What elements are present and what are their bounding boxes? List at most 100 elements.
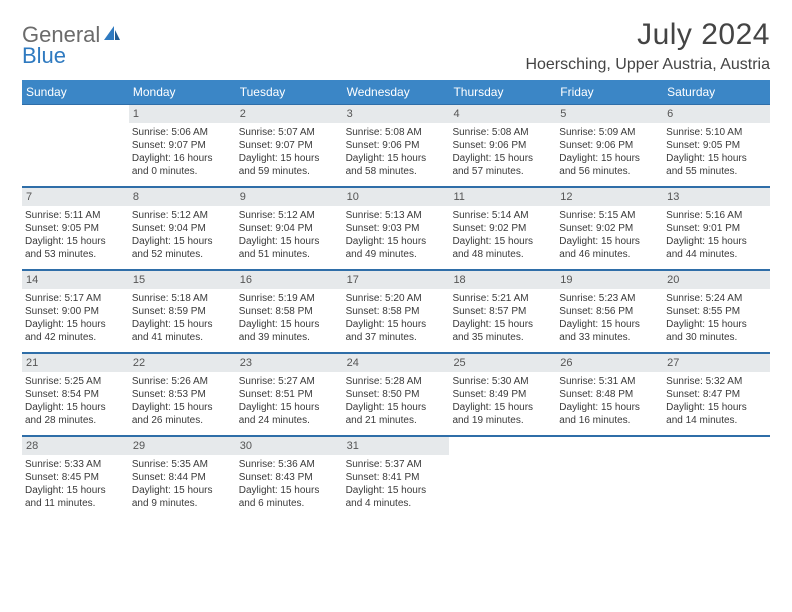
calendar-cell: 2Sunrise: 5:07 AMSunset: 9:07 PMDaylight… <box>236 104 343 186</box>
daylight-line-2: and 26 minutes. <box>132 414 233 427</box>
sunrise-line: Sunrise: 5:33 AM <box>25 458 126 471</box>
daylight-line-1: Daylight: 15 hours <box>666 318 767 331</box>
daylight-line-2: and 49 minutes. <box>346 248 447 261</box>
sunrise-line: Sunrise: 5:09 AM <box>559 126 660 139</box>
daylight-line-2: and 14 minutes. <box>666 414 767 427</box>
calendar-cell: 19Sunrise: 5:23 AMSunset: 8:56 PMDayligh… <box>556 270 663 352</box>
calendar-cell: 28Sunrise: 5:33 AMSunset: 8:45 PMDayligh… <box>22 436 129 518</box>
daylight-line-1: Daylight: 15 hours <box>132 401 233 414</box>
daylight-line-2: and 52 minutes. <box>132 248 233 261</box>
sunset-line: Sunset: 9:05 PM <box>25 222 126 235</box>
sunset-line: Sunset: 8:59 PM <box>132 305 233 318</box>
daylight-line-2: and 9 minutes. <box>132 497 233 510</box>
daylight-line-2: and 46 minutes. <box>559 248 660 261</box>
sunrise-line: Sunrise: 5:37 AM <box>346 458 447 471</box>
sunrise-line: Sunrise: 5:08 AM <box>346 126 447 139</box>
weekday-label: Friday <box>556 80 663 104</box>
calendar-cell: 7Sunrise: 5:11 AMSunset: 9:05 PMDaylight… <box>22 187 129 269</box>
daylight-line-2: and 16 minutes. <box>559 414 660 427</box>
sunset-line: Sunset: 8:44 PM <box>132 471 233 484</box>
sunrise-line: Sunrise: 5:20 AM <box>346 292 447 305</box>
calendar-week: 28Sunrise: 5:33 AMSunset: 8:45 PMDayligh… <box>22 436 770 518</box>
sunrise-line: Sunrise: 5:27 AM <box>239 375 340 388</box>
calendar-cell: 27Sunrise: 5:32 AMSunset: 8:47 PMDayligh… <box>663 353 770 435</box>
daylight-line-1: Daylight: 15 hours <box>452 152 553 165</box>
daylight-line-1: Daylight: 15 hours <box>559 152 660 165</box>
calendar-body: 1Sunrise: 5:06 AMSunset: 9:07 PMDaylight… <box>22 104 770 518</box>
sunset-line: Sunset: 8:56 PM <box>559 305 660 318</box>
sunrise-line: Sunrise: 5:36 AM <box>239 458 340 471</box>
sunrise-line: Sunrise: 5:28 AM <box>346 375 447 388</box>
daylight-line-1: Daylight: 15 hours <box>25 401 126 414</box>
sunrise-line: Sunrise: 5:25 AM <box>25 375 126 388</box>
day-number: 18 <box>449 271 556 289</box>
daylight-line-1: Daylight: 15 hours <box>239 235 340 248</box>
sunrise-line: Sunrise: 5:12 AM <box>239 209 340 222</box>
sunset-line: Sunset: 9:03 PM <box>346 222 447 235</box>
day-number: 25 <box>449 354 556 372</box>
day-number: 4 <box>449 105 556 123</box>
calendar-cell: 9Sunrise: 5:12 AMSunset: 9:04 PMDaylight… <box>236 187 343 269</box>
daylight-line-2: and 42 minutes. <box>25 331 126 344</box>
sunrise-line: Sunrise: 5:18 AM <box>132 292 233 305</box>
daylight-line-1: Daylight: 15 hours <box>346 235 447 248</box>
calendar-cell: 15Sunrise: 5:18 AMSunset: 8:59 PMDayligh… <box>129 270 236 352</box>
daylight-line-2: and 51 minutes. <box>239 248 340 261</box>
weekday-label: Tuesday <box>236 80 343 104</box>
daylight-line-2: and 56 minutes. <box>559 165 660 178</box>
daylight-line-1: Daylight: 15 hours <box>25 318 126 331</box>
sunset-line: Sunset: 8:41 PM <box>346 471 447 484</box>
calendar-cell: 21Sunrise: 5:25 AMSunset: 8:54 PMDayligh… <box>22 353 129 435</box>
daylight-line-2: and 55 minutes. <box>666 165 767 178</box>
daylight-line-1: Daylight: 15 hours <box>25 484 126 497</box>
daylight-line-1: Daylight: 15 hours <box>666 235 767 248</box>
daylight-line-1: Daylight: 15 hours <box>452 235 553 248</box>
day-number: 9 <box>236 188 343 206</box>
sunset-line: Sunset: 9:06 PM <box>452 139 553 152</box>
day-number: 3 <box>343 105 450 123</box>
sunrise-line: Sunrise: 5:35 AM <box>132 458 233 471</box>
day-number: 8 <box>129 188 236 206</box>
weekday-label: Monday <box>129 80 236 104</box>
sunset-line: Sunset: 8:57 PM <box>452 305 553 318</box>
sunset-line: Sunset: 9:06 PM <box>346 139 447 152</box>
sunset-line: Sunset: 8:54 PM <box>25 388 126 401</box>
day-number: 13 <box>663 188 770 206</box>
daylight-line-2: and 58 minutes. <box>346 165 447 178</box>
day-number: 15 <box>129 271 236 289</box>
day-number: 7 <box>22 188 129 206</box>
daylight-line-2: and 21 minutes. <box>346 414 447 427</box>
daylight-line-1: Daylight: 15 hours <box>346 152 447 165</box>
weekday-label: Wednesday <box>343 80 450 104</box>
sunrise-line: Sunrise: 5:07 AM <box>239 126 340 139</box>
daylight-line-2: and 0 minutes. <box>132 165 233 178</box>
calendar-cell: 17Sunrise: 5:20 AMSunset: 8:58 PMDayligh… <box>343 270 450 352</box>
sunset-line: Sunset: 8:50 PM <box>346 388 447 401</box>
day-number: 6 <box>663 105 770 123</box>
day-number: 11 <box>449 188 556 206</box>
sunset-line: Sunset: 8:53 PM <box>132 388 233 401</box>
daylight-line-1: Daylight: 15 hours <box>132 484 233 497</box>
daylight-line-1: Daylight: 15 hours <box>25 235 126 248</box>
day-number: 1 <box>129 105 236 123</box>
day-number: 5 <box>556 105 663 123</box>
calendar-cell: 30Sunrise: 5:36 AMSunset: 8:43 PMDayligh… <box>236 436 343 518</box>
daylight-line-1: Daylight: 16 hours <box>132 152 233 165</box>
calendar-cell: 22Sunrise: 5:26 AMSunset: 8:53 PMDayligh… <box>129 353 236 435</box>
logo: General Blue <box>22 24 122 67</box>
daylight-line-2: and 6 minutes. <box>239 497 340 510</box>
daylight-line-1: Daylight: 15 hours <box>346 401 447 414</box>
daylight-line-2: and 24 minutes. <box>239 414 340 427</box>
sunset-line: Sunset: 9:06 PM <box>559 139 660 152</box>
daylight-line-1: Daylight: 15 hours <box>239 484 340 497</box>
calendar-cell-empty <box>22 104 129 186</box>
calendar-cell: 20Sunrise: 5:24 AMSunset: 8:55 PMDayligh… <box>663 270 770 352</box>
calendar-cell-empty <box>449 436 556 518</box>
daylight-line-2: and 59 minutes. <box>239 165 340 178</box>
sunset-line: Sunset: 8:43 PM <box>239 471 340 484</box>
daylight-line-2: and 30 minutes. <box>666 331 767 344</box>
weekday-label: Saturday <box>663 80 770 104</box>
daylight-line-1: Daylight: 15 hours <box>559 235 660 248</box>
sunset-line: Sunset: 8:47 PM <box>666 388 767 401</box>
calendar-cell: 29Sunrise: 5:35 AMSunset: 8:44 PMDayligh… <box>129 436 236 518</box>
